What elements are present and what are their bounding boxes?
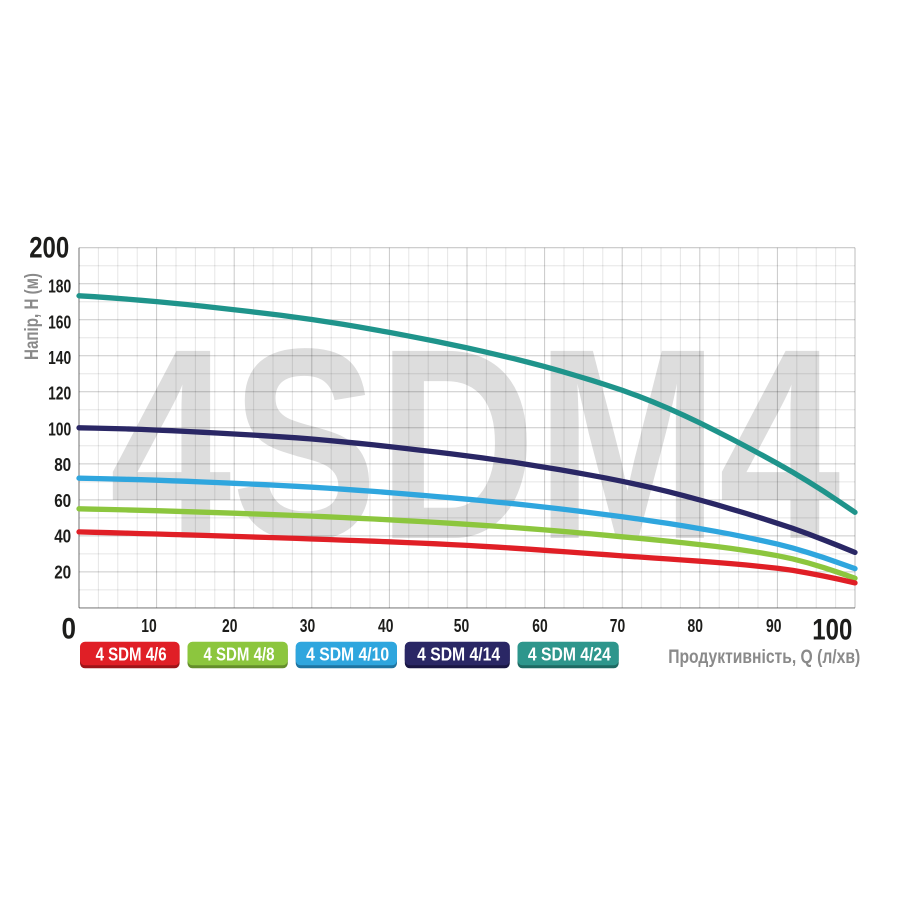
svg-text:120: 120 [48,383,71,404]
svg-text:140: 140 [48,347,71,368]
svg-text:Продуктивність, Q (л/хв): Продуктивність, Q (л/хв) [668,646,860,668]
svg-text:4 SDM 4/8: 4 SDM 4/8 [204,645,275,665]
svg-text:4 SDM 4/10: 4 SDM 4/10 [306,645,389,665]
svg-text:90: 90 [766,615,781,636]
svg-text:10: 10 [141,615,156,636]
svg-text:20: 20 [54,561,71,582]
svg-text:50: 50 [454,615,469,636]
svg-text:100: 100 [812,613,852,646]
svg-text:80: 80 [688,615,703,636]
svg-text:4 SDM 4/6: 4 SDM 4/6 [96,645,167,665]
svg-text:4 SDM 4/14: 4 SDM 4/14 [417,645,500,665]
svg-text:4 SDM 4/24: 4 SDM 4/24 [528,645,611,665]
svg-text:60: 60 [54,490,71,511]
svg-text:40: 40 [54,526,71,547]
svg-text:40: 40 [378,615,393,636]
svg-text:100: 100 [48,418,71,439]
svg-text:30: 30 [300,615,315,636]
svg-text:60: 60 [532,615,547,636]
svg-text:70: 70 [610,615,625,636]
svg-text:180: 180 [48,276,71,297]
svg-text:200: 200 [29,231,69,264]
svg-text:160: 160 [48,311,71,332]
svg-text:0: 0 [61,613,76,646]
svg-text:Напір, Н (м): Напір, Н (м) [21,273,43,360]
svg-text:20: 20 [222,615,237,636]
svg-text:80: 80 [54,454,71,475]
